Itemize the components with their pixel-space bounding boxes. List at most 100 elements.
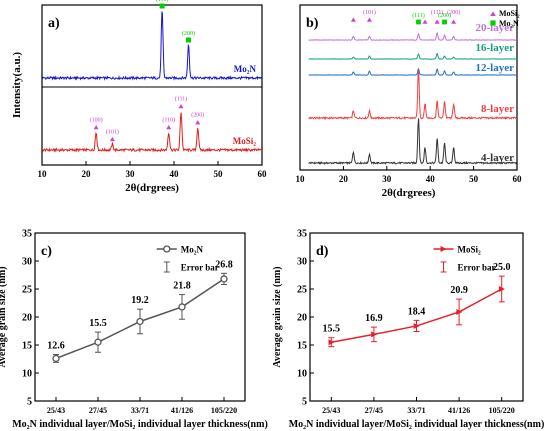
panel-c-ytick-label: 15 <box>22 341 32 352</box>
panel-b-series-label: 20-layer <box>476 22 515 34</box>
panel-a-xtick-label: 40 <box>170 169 180 179</box>
panel-a-mosi2-marker <box>195 120 201 125</box>
panel-a-mo2n-annotation: (111) <box>156 0 169 3</box>
panel-d-ytick-label: 25 <box>297 285 307 296</box>
panel-a-mosi2-annotation: (110) <box>162 117 175 124</box>
panel-c-legend-series: Mo₂N <box>181 245 204 255</box>
panel-c-xtick-label: 27/45 <box>89 406 107 415</box>
panel-a-series-mo2n <box>41 11 263 81</box>
panel-a-ylabel: Intensity(a.u.) <box>11 52 23 118</box>
panel-d-ylabel: Average grain size (nm) <box>272 266 283 367</box>
panel-a-xtick-label: 20 <box>82 169 92 179</box>
panel-d-ytick-label: 20 <box>297 313 307 324</box>
panel-b-legend-mosi2: MoSi₂ <box>499 9 520 18</box>
panel-d-xtick-label: 25/43 <box>322 406 340 415</box>
panel-c-xtick-label: 33/71 <box>131 406 149 415</box>
panel-b-series-label: 8-layer <box>481 103 514 115</box>
panel-b-xtick-label: 10 <box>296 174 306 184</box>
panel-a-mosi2-marker <box>166 125 172 130</box>
panel-c-point <box>220 275 228 283</box>
panel-a-label: a) <box>48 16 60 31</box>
panel-d-xtick-label: 105/220 <box>489 406 515 415</box>
panel-c-xtick-label: 41/126 <box>171 406 193 415</box>
panel-d-ytick-label: 10 <box>297 369 307 380</box>
panel-b-xtick-label: 30 <box>382 174 392 184</box>
panel-a-mosi2-marker <box>93 125 99 130</box>
panel-a-mo2n-marker <box>186 37 192 43</box>
panel-d-point <box>371 331 378 338</box>
panel-d-xtick-label: 27/45 <box>365 406 383 415</box>
panel-a-xtick-label: 30 <box>126 169 136 179</box>
panel-b-series <box>308 67 517 76</box>
panel-b-series <box>308 31 518 41</box>
panel-b-triangle-marker <box>350 17 356 22</box>
panel-b-annotation: (101) <box>363 9 376 16</box>
panel-d-point <box>328 339 335 346</box>
panel-c-value-label: 12.6 <box>47 341 65 352</box>
panel-d-legend-error-label: Error bar <box>458 263 496 273</box>
panel-d-xtick-label: 41/126 <box>448 406 470 415</box>
panel-b-series <box>308 118 518 166</box>
panel-b-series-label: 16-layer <box>476 42 515 54</box>
panel-a-mosi2-marker <box>109 136 115 142</box>
panel-a-series-label: MoSi₂ <box>233 136 257 146</box>
panel-d-point <box>498 286 505 292</box>
panel-b-series-label: 4-layer <box>481 152 514 164</box>
panel-a-xtick-label: 10 <box>38 169 48 179</box>
panel-d-value-label: 16.9 <box>365 313 383 324</box>
panel-b-frame <box>299 4 518 171</box>
panel-c-label: c) <box>41 244 52 259</box>
panel-b-annotation: (200) <box>447 9 460 16</box>
panel-a-mosi2-marker <box>178 104 184 109</box>
panel-a-series-label: Mo₂N <box>234 64 257 74</box>
panel-c-point <box>52 354 60 363</box>
panel-c-legend-error-label: Error bar <box>181 263 219 273</box>
panel-c-ytick-label: 35 <box>22 229 32 240</box>
panel-c-value-label: 21.8 <box>173 281 191 292</box>
panel-b-annotation: (200) <box>438 12 451 19</box>
panel-d-ytick-label: 15 <box>297 341 307 352</box>
panel-b-series <box>308 70 518 121</box>
panel-c-ytick-label: 10 <box>22 369 32 380</box>
panel-b-triangle-marker <box>366 17 372 22</box>
panel-b-square-marker <box>416 19 421 25</box>
panel-c-point <box>94 338 102 346</box>
panel-c-xtick-label: 25/43 <box>47 406 65 415</box>
panel-c-value-label: 15.5 <box>89 318 107 329</box>
panel-b-annotation: (111) <box>431 9 444 16</box>
panel-a-frame <box>41 4 263 166</box>
panel-c-value-label: 26.8 <box>215 259 233 270</box>
panel-b-xtick-label: 20 <box>339 174 349 184</box>
panel-a-mosi2-annotation: (100) <box>90 117 103 124</box>
panel-c-value-label: 19.2 <box>131 295 149 306</box>
panel-d-legend-marker <box>440 246 447 252</box>
panel-c-point <box>178 303 186 311</box>
panel-c-ytick-label: 25 <box>22 285 32 296</box>
panel-b-annotation: (111) <box>412 12 425 19</box>
panel-a-xtick-label: 50 <box>214 169 224 179</box>
panel-c-legend-marker <box>163 245 171 253</box>
panel-d-ytick-label: 35 <box>297 229 307 240</box>
panel-d-value-label: 18.4 <box>408 306 426 317</box>
panel-c-ytick-label: 30 <box>22 257 32 268</box>
panel-a-mosi2-annotation: (101) <box>106 128 119 135</box>
panel-d-value-label: 20.9 <box>450 285 468 296</box>
panel-c-ylabel: Average grain size (nm) <box>0 266 8 367</box>
panel-a-xtick-label: 60 <box>258 169 268 179</box>
panel-d-label: d) <box>316 244 329 259</box>
panel-d-xtick-label: 33/71 <box>407 406 425 415</box>
panel-d-legend-series: MoSi₂ <box>458 245 482 255</box>
panel-c-xtick-label: 105/220 <box>211 406 237 415</box>
panel-b-series <box>308 52 518 60</box>
panel-a-mosi2-annotation: (111) <box>175 96 188 103</box>
panel-a-xlabel: 2θ(drgrees) <box>125 182 179 194</box>
panel-b-xtick-label: 40 <box>426 174 436 184</box>
panel-a-mo2n-annotation: (200) <box>182 30 195 37</box>
panel-b-xtick-label: 60 <box>513 174 523 184</box>
panel-d-value-label: 15.5 <box>323 324 341 335</box>
panel-b-xlabel: 2θ(drgrees) <box>382 187 436 199</box>
panel-a-mo2n-marker <box>159 3 165 9</box>
panel-b-series-label: 12-layer <box>476 62 515 74</box>
panel-d-value-label: 25.0 <box>493 262 511 273</box>
